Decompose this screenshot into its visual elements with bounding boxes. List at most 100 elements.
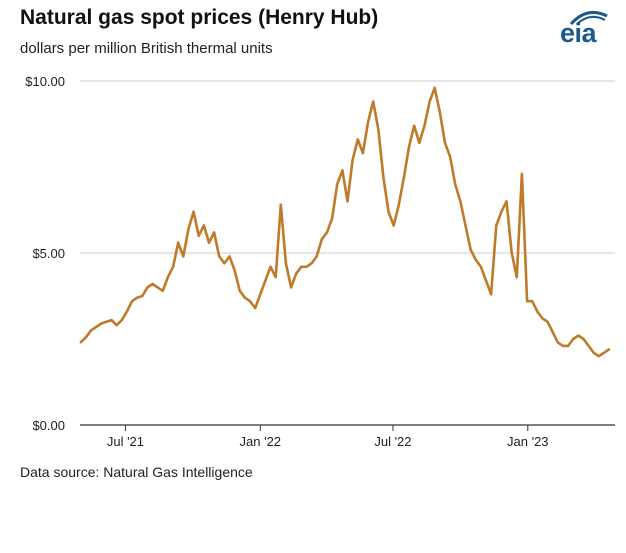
data-point bbox=[197, 234, 200, 237]
y-tick-label: $0.00 bbox=[32, 418, 65, 433]
data-point bbox=[289, 286, 293, 289]
data-point bbox=[587, 344, 590, 348]
data-point bbox=[100, 322, 103, 325]
data-point bbox=[94, 325, 98, 329]
y-tick-label: $5.00 bbox=[32, 246, 65, 261]
data-point bbox=[259, 293, 262, 296]
data-point bbox=[84, 336, 88, 339]
data-point bbox=[418, 141, 421, 145]
data-point bbox=[254, 306, 257, 310]
data-point bbox=[582, 337, 585, 341]
data-point bbox=[166, 275, 170, 279]
data-point bbox=[525, 300, 529, 303]
data-point bbox=[305, 265, 308, 268]
data-point bbox=[310, 262, 313, 265]
data-point bbox=[428, 100, 431, 103]
data-point bbox=[505, 200, 508, 203]
x-tick-label: Jan '22 bbox=[240, 434, 282, 449]
x-tick-label: Jul '22 bbox=[374, 434, 411, 449]
data-point bbox=[223, 262, 226, 265]
data-point bbox=[125, 310, 129, 313]
data-point bbox=[274, 275, 277, 279]
data-point bbox=[300, 265, 303, 268]
data-point bbox=[366, 121, 370, 124]
data-point bbox=[295, 272, 298, 275]
data-point bbox=[146, 286, 149, 289]
data-point bbox=[479, 265, 483, 268]
data-point bbox=[120, 318, 124, 322]
data-point bbox=[218, 255, 221, 258]
data-point bbox=[464, 224, 467, 227]
data-point bbox=[341, 169, 344, 172]
data-point bbox=[566, 344, 570, 348]
data-point bbox=[136, 296, 139, 299]
data-point bbox=[541, 317, 544, 320]
x-tick-label: Jan '23 bbox=[507, 434, 549, 449]
data-point bbox=[177, 241, 180, 244]
data-point bbox=[238, 289, 241, 292]
data-point bbox=[151, 282, 154, 286]
data-point bbox=[489, 293, 493, 296]
data-point bbox=[602, 351, 606, 354]
data-point bbox=[515, 275, 518, 279]
data-point bbox=[325, 231, 329, 234]
price-series-line bbox=[79, 86, 610, 358]
data-point bbox=[397, 203, 400, 206]
data-point bbox=[171, 265, 175, 268]
data-point bbox=[110, 318, 113, 322]
data-point bbox=[161, 289, 164, 292]
data-point bbox=[351, 158, 354, 162]
data-point bbox=[448, 155, 452, 158]
data-point bbox=[315, 255, 318, 258]
x-tick-label: Jul '21 bbox=[107, 434, 144, 449]
data-point bbox=[551, 330, 554, 334]
data-point bbox=[228, 255, 231, 258]
data-point bbox=[248, 300, 252, 303]
data-point bbox=[89, 329, 93, 332]
data-point bbox=[572, 337, 575, 341]
data-point bbox=[546, 320, 549, 323]
data-point bbox=[402, 176, 406, 179]
data-point bbox=[443, 141, 447, 145]
data-point bbox=[156, 286, 159, 289]
data-point bbox=[382, 176, 385, 179]
data-point bbox=[500, 210, 503, 213]
data-point bbox=[243, 296, 247, 299]
data-point bbox=[592, 351, 595, 354]
chart-subtitle: dollars per million British thermal unit… bbox=[20, 40, 273, 57]
data-point bbox=[346, 200, 349, 203]
data-point bbox=[413, 124, 416, 127]
data-point bbox=[459, 200, 462, 203]
data-point bbox=[484, 279, 488, 282]
data-point bbox=[377, 128, 380, 131]
data-point bbox=[233, 269, 236, 272]
data-point bbox=[79, 341, 82, 344]
data-point bbox=[531, 300, 534, 303]
data-point bbox=[454, 183, 457, 186]
data-point bbox=[202, 224, 206, 227]
data-point bbox=[474, 258, 477, 262]
data-point bbox=[361, 152, 365, 155]
logo-text: eia bbox=[560, 18, 597, 48]
data-point bbox=[495, 224, 498, 227]
data-point bbox=[212, 231, 216, 234]
data-point bbox=[469, 248, 472, 251]
series-layer bbox=[79, 86, 611, 358]
data-point bbox=[336, 183, 339, 186]
data-point bbox=[141, 294, 144, 298]
data-point bbox=[356, 138, 359, 141]
data-point bbox=[207, 241, 211, 244]
data-point bbox=[556, 341, 559, 344]
logo-arcs-icon bbox=[569, 10, 608, 26]
data-point bbox=[433, 86, 436, 90]
data-point bbox=[320, 238, 323, 241]
data-point bbox=[423, 124, 426, 127]
gridlines bbox=[80, 80, 615, 254]
data-point bbox=[182, 255, 185, 258]
data-point bbox=[387, 210, 390, 213]
data-point bbox=[187, 227, 190, 231]
data-point bbox=[520, 172, 524, 176]
y-axis-ticks: $0.00 $5.00 $10.00 bbox=[25, 74, 65, 433]
data-point bbox=[115, 324, 118, 327]
